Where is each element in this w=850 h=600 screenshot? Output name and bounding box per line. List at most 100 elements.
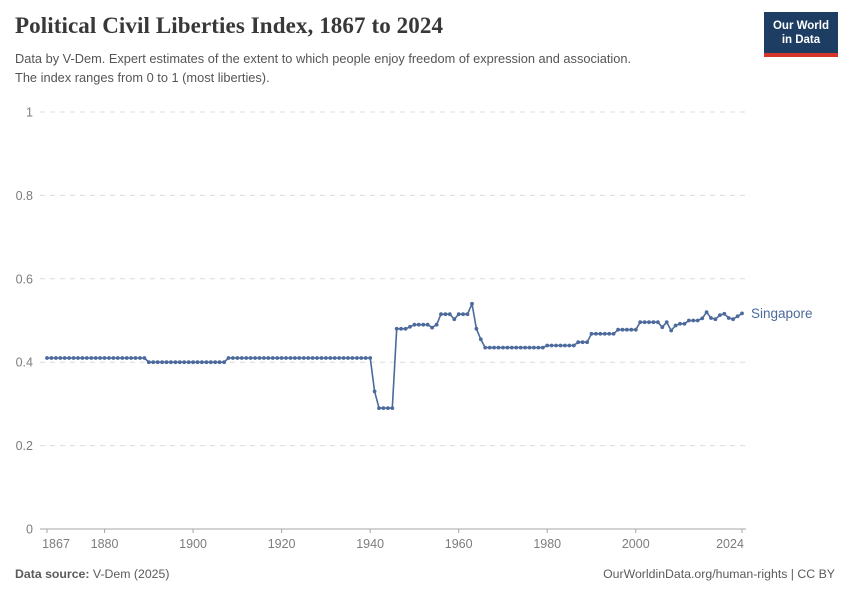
data-point[interactable]: [164, 360, 169, 365]
data-point[interactable]: [695, 318, 700, 323]
data-point[interactable]: [704, 310, 709, 315]
data-point[interactable]: [465, 312, 470, 317]
data-point[interactable]: [160, 360, 165, 365]
data-point[interactable]: [54, 356, 58, 360]
data-point[interactable]: [709, 316, 713, 320]
data-point[interactable]: [45, 356, 49, 360]
data-point[interactable]: [372, 389, 377, 394]
data-point[interactable]: [319, 356, 324, 360]
data-point[interactable]: [416, 322, 421, 327]
data-point[interactable]: [625, 327, 629, 332]
owid-logo[interactable]: Our World in Data: [763, 12, 838, 57]
data-point[interactable]: [332, 356, 337, 360]
data-point[interactable]: [301, 356, 306, 360]
data-point[interactable]: [540, 345, 545, 350]
data-point[interactable]: [186, 360, 191, 365]
data-point[interactable]: [536, 345, 541, 350]
data-point[interactable]: [346, 356, 350, 360]
data-point[interactable]: [386, 406, 390, 410]
data-point[interactable]: [660, 325, 665, 330]
data-point[interactable]: [629, 327, 634, 332]
data-point[interactable]: [115, 356, 120, 360]
data-point[interactable]: [107, 356, 111, 360]
data-point[interactable]: [279, 356, 284, 360]
data-point[interactable]: [89, 356, 94, 360]
data-point[interactable]: [731, 317, 735, 322]
data-point[interactable]: [84, 356, 89, 360]
data-point[interactable]: [173, 360, 178, 365]
data-point[interactable]: [71, 356, 76, 360]
data-point[interactable]: [434, 322, 439, 327]
data-point[interactable]: [324, 356, 328, 360]
data-point[interactable]: [412, 322, 417, 327]
data-point[interactable]: [239, 356, 244, 360]
data-point[interactable]: [200, 360, 204, 365]
data-point[interactable]: [602, 331, 607, 336]
data-point[interactable]: [403, 326, 408, 331]
data-point[interactable]: [270, 356, 275, 360]
data-point[interactable]: [669, 328, 674, 333]
data-point[interactable]: [222, 360, 227, 365]
data-point[interactable]: [678, 321, 682, 326]
data-point[interactable]: [129, 356, 134, 360]
data-point[interactable]: [722, 311, 727, 316]
data-point[interactable]: [505, 345, 510, 350]
data-point[interactable]: [664, 320, 669, 325]
data-point[interactable]: [120, 356, 125, 360]
data-point[interactable]: [492, 345, 496, 350]
data-point[interactable]: [328, 356, 333, 360]
data-point[interactable]: [284, 356, 288, 360]
data-point[interactable]: [275, 356, 280, 360]
data-point[interactable]: [642, 320, 647, 325]
data-point[interactable]: [182, 360, 187, 365]
data-point[interactable]: [377, 406, 381, 410]
data-point[interactable]: [447, 312, 452, 317]
data-point[interactable]: [93, 356, 98, 360]
data-point[interactable]: [589, 331, 594, 336]
data-point[interactable]: [244, 356, 249, 360]
data-point[interactable]: [169, 360, 173, 365]
data-point[interactable]: [487, 345, 492, 350]
data-point[interactable]: [191, 360, 196, 365]
data-point[interactable]: [620, 327, 625, 332]
data-point[interactable]: [257, 356, 262, 360]
credit-link[interactable]: OurWorldinData.org/human-rights | CC BY: [603, 567, 835, 581]
data-point[interactable]: [554, 343, 558, 348]
data-point[interactable]: [501, 345, 505, 350]
data-point[interactable]: [177, 360, 182, 365]
data-point[interactable]: [558, 343, 563, 348]
data-point[interactable]: [527, 345, 532, 350]
data-point[interactable]: [567, 343, 572, 348]
data-point[interactable]: [350, 356, 355, 360]
data-point[interactable]: [146, 360, 151, 365]
data-point[interactable]: [523, 345, 527, 350]
data-point[interactable]: [580, 340, 585, 345]
data-point[interactable]: [735, 314, 740, 319]
data-point[interactable]: [381, 406, 386, 410]
data-point[interactable]: [633, 327, 638, 332]
data-point[interactable]: [509, 345, 514, 350]
series-label-singapore[interactable]: Singapore: [751, 306, 813, 321]
data-point[interactable]: [288, 356, 293, 360]
data-point[interactable]: [687, 318, 691, 323]
data-point[interactable]: [518, 345, 523, 350]
data-point[interactable]: [394, 326, 399, 331]
data-point[interactable]: [439, 312, 443, 317]
series-line-singapore[interactable]: [47, 303, 743, 409]
data-point[interactable]: [456, 312, 461, 317]
data-point[interactable]: [682, 321, 687, 326]
data-point[interactable]: [598, 331, 603, 336]
data-point[interactable]: [76, 356, 80, 360]
data-point[interactable]: [315, 356, 319, 360]
data-point[interactable]: [262, 356, 266, 360]
data-point[interactable]: [594, 331, 598, 336]
data-point[interactable]: [133, 356, 138, 360]
data-point[interactable]: [337, 356, 342, 360]
data-point[interactable]: [235, 356, 240, 360]
data-point[interactable]: [359, 356, 364, 360]
data-point[interactable]: [98, 356, 102, 360]
data-point[interactable]: [483, 345, 488, 350]
data-point[interactable]: [585, 340, 589, 345]
data-point[interactable]: [607, 331, 612, 336]
data-point[interactable]: [713, 317, 718, 322]
